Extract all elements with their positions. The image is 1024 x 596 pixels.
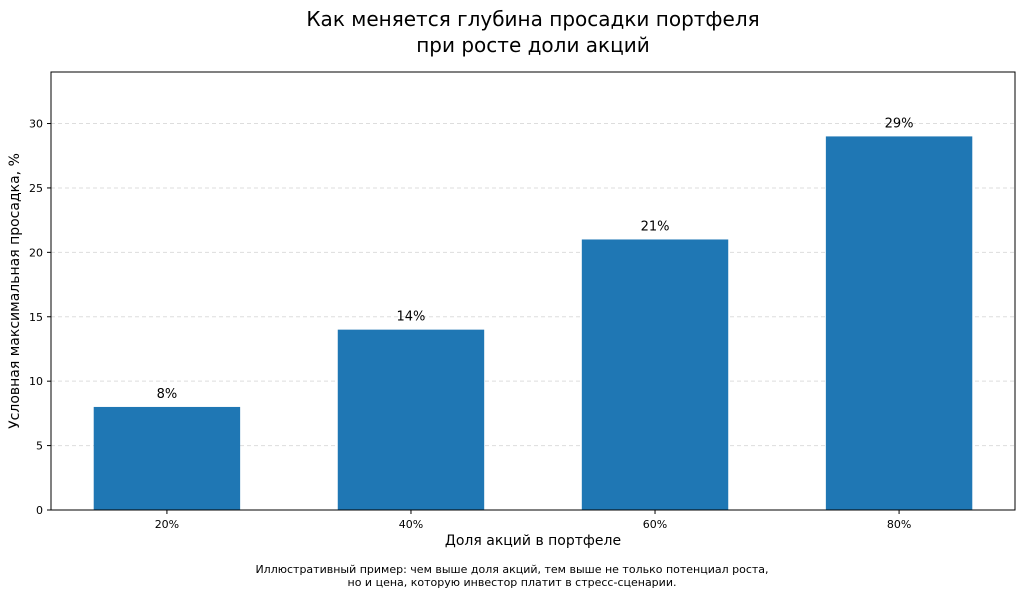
x-axis-label: Доля акций в портфеле xyxy=(445,533,621,549)
bar xyxy=(581,239,729,510)
x-tick-label: 80% xyxy=(887,518,911,531)
chart-title: Как меняется глубина просадки портфеля п… xyxy=(0,6,1024,58)
bars xyxy=(93,136,973,511)
bar-value-label: 8% xyxy=(157,387,178,402)
bar xyxy=(337,329,485,510)
bar xyxy=(93,406,241,510)
chart-title-line-2: при росте доли акций xyxy=(416,33,650,57)
y-tick-label: 30 xyxy=(29,118,43,131)
y-tick-label: 20 xyxy=(29,246,43,259)
bar-value-label: 21% xyxy=(641,219,670,234)
bar-value-label: 14% xyxy=(397,310,426,325)
y-axis-ticks: 0 5 10 15 20 25 30 xyxy=(29,118,51,517)
bar-value-labels: 8% 14% 21% 29% xyxy=(157,116,914,402)
bar xyxy=(825,136,973,511)
x-tick-label: 40% xyxy=(399,518,423,531)
chart-title-line-1: Как меняется глубина просадки портфеля xyxy=(306,7,760,31)
y-tick-label: 10 xyxy=(29,375,43,388)
chart-footnote: Иллюстративный пример: чем выше доля акц… xyxy=(0,563,1024,589)
y-tick-label: 0 xyxy=(36,504,43,517)
y-tick-label: 5 xyxy=(36,440,43,453)
y-tick-label: 25 xyxy=(29,182,43,195)
x-tick-label: 20% xyxy=(155,518,179,531)
footnote-line-1: Иллюстративный пример: чем выше доля акц… xyxy=(255,563,769,576)
x-tick-label: 60% xyxy=(643,518,667,531)
y-axis-label: Условная максимальная просадка, % xyxy=(7,153,23,429)
bar-value-label: 29% xyxy=(885,116,914,131)
x-axis-ticks: 20% 40% 60% 80% xyxy=(155,510,911,531)
footnote-line-2: но и цена, которую инвестор платит в стр… xyxy=(347,576,677,589)
y-tick-label: 15 xyxy=(29,311,43,324)
plot-frame xyxy=(50,71,1016,511)
